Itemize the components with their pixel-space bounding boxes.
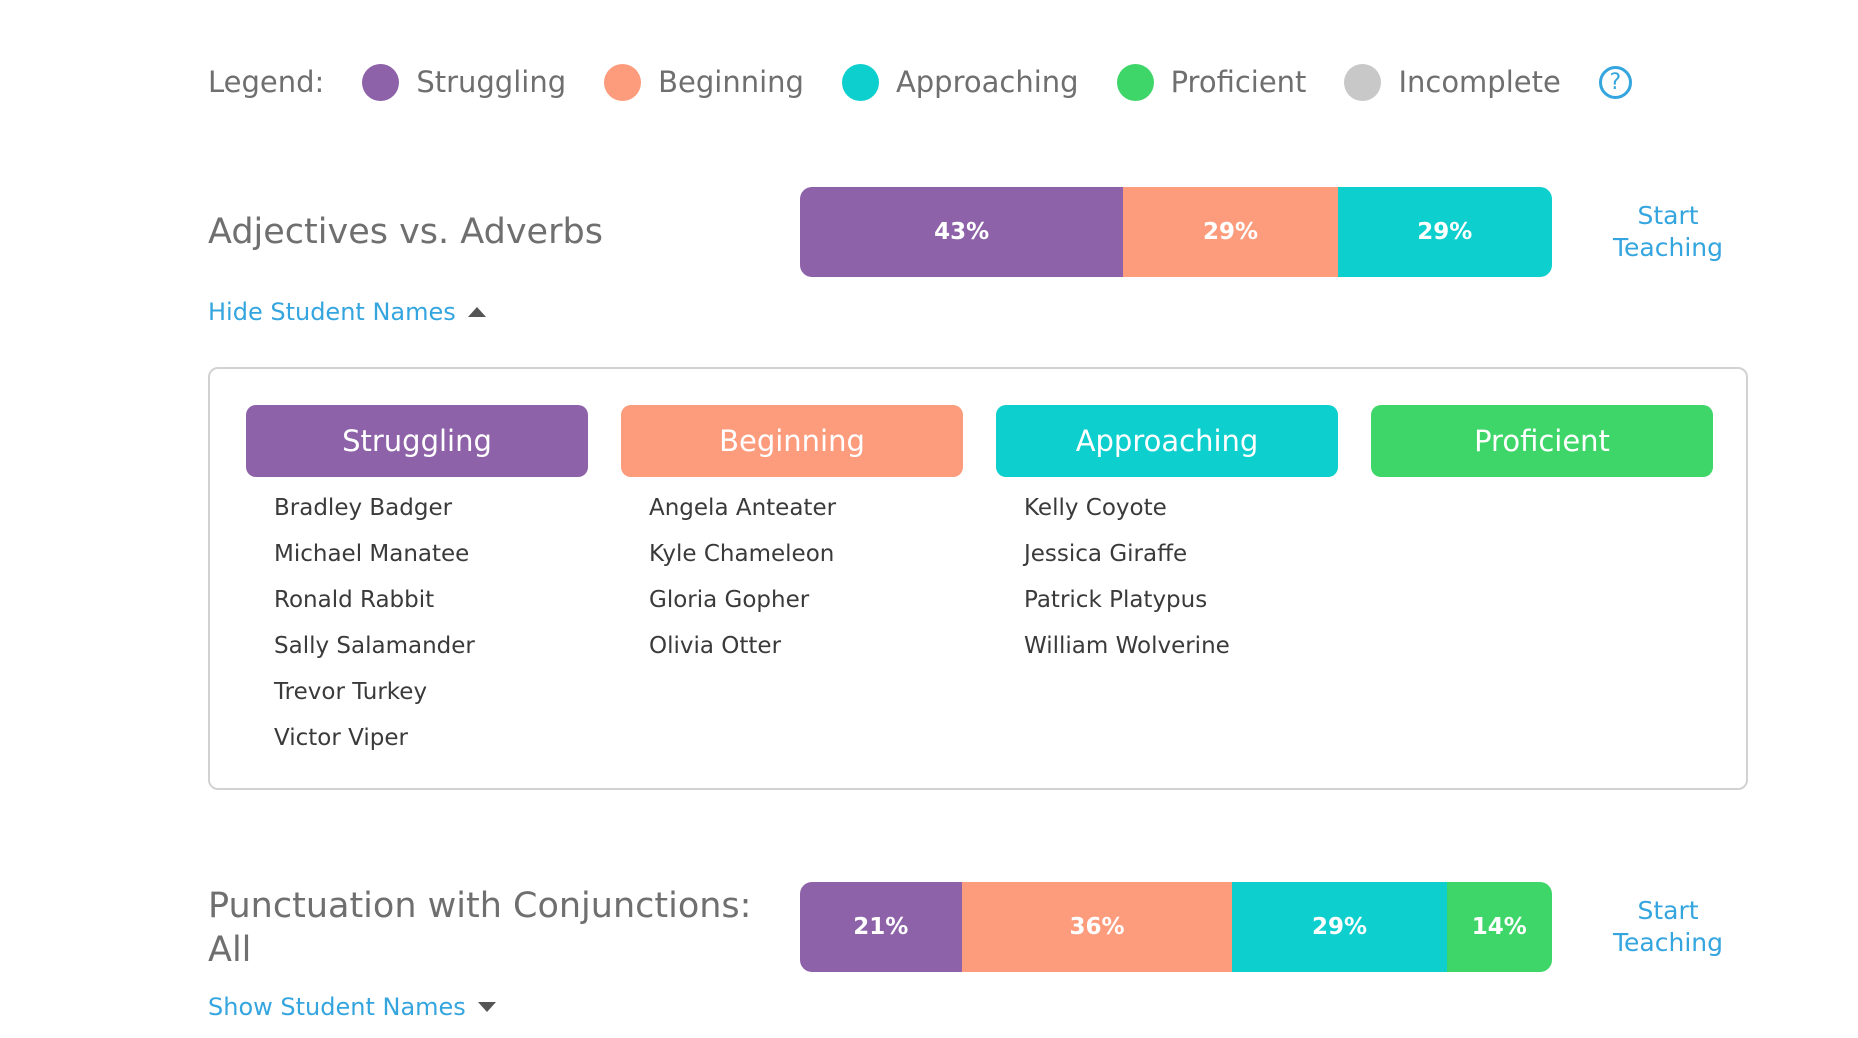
bar-segment-proficient[interactable]: 14% bbox=[1446, 882, 1552, 972]
start-teaching-label-2: Teaching bbox=[1613, 233, 1723, 262]
bar-segment-struggling[interactable]: 21% bbox=[800, 882, 962, 972]
caret-up-icon bbox=[467, 307, 486, 317]
group-header-proficient: Proficient bbox=[1371, 405, 1713, 477]
group-header-struggling: Struggling bbox=[246, 405, 588, 477]
student-name[interactable]: Jessica Giraffe bbox=[1024, 541, 1188, 567]
group-column-beginning: Beginning Angela Anteater Kyle Chameleon… bbox=[621, 405, 963, 675]
start-teaching-link[interactable]: Start Teaching bbox=[1598, 895, 1738, 959]
group-column-proficient: Proficient bbox=[1371, 405, 1713, 491]
toggle-label: Hide Student Names bbox=[208, 298, 456, 326]
legend-item-label: Proficient bbox=[1170, 65, 1307, 99]
group-header-beginning: Beginning bbox=[621, 405, 963, 477]
student-name[interactable]: Gloria Gopher bbox=[649, 587, 810, 613]
start-teaching-label-1: Start bbox=[1637, 201, 1699, 230]
start-teaching-link[interactable]: Start Teaching bbox=[1598, 200, 1738, 264]
question-circle-icon[interactable]: ? bbox=[1598, 65, 1632, 99]
bar-segment-approaching[interactable]: 29% bbox=[1232, 882, 1447, 972]
skill-title-text: Adjectives vs. Adverbs bbox=[208, 212, 603, 252]
student-name[interactable]: Trevor Turkey bbox=[274, 679, 428, 705]
bar-segment-beginning[interactable]: 36% bbox=[961, 882, 1233, 972]
incomplete-dot-icon bbox=[1344, 63, 1382, 101]
legend: Legend: Struggling Beginning Approaching… bbox=[208, 60, 1632, 104]
legend-item-struggling: Struggling bbox=[362, 63, 567, 101]
legend-item-beginning: Beginning bbox=[604, 63, 804, 101]
student-name[interactable]: Kyle Chameleon bbox=[649, 541, 835, 567]
legend-item-label: Beginning bbox=[658, 65, 804, 99]
legend-item-label: Incomplete bbox=[1398, 65, 1561, 99]
student-list: Bradley Badger Michael Manatee Ronald Ra… bbox=[274, 491, 588, 767]
group-header-approaching: Approaching bbox=[996, 405, 1338, 477]
student-name[interactable]: Olivia Otter bbox=[649, 633, 782, 659]
skill-title: Punctuation with Conjunctions: All bbox=[208, 884, 751, 972]
bar-segment-struggling[interactable]: 43% bbox=[800, 187, 1124, 277]
start-teaching-label-2: Teaching bbox=[1613, 928, 1723, 957]
skill-title-line-2: All bbox=[208, 930, 252, 970]
student-name[interactable]: Victor Viper bbox=[274, 725, 408, 751]
legend-label: Legend: bbox=[208, 65, 325, 99]
caret-down-icon bbox=[477, 1002, 496, 1012]
student-name[interactable]: Angela Anteater bbox=[649, 495, 837, 521]
student-name[interactable]: Michael Manatee bbox=[274, 541, 470, 567]
approaching-dot-icon bbox=[841, 63, 879, 101]
mastery-bar: 21% 36% 29% 14% bbox=[800, 882, 1552, 972]
student-name[interactable]: William Wolverine bbox=[1024, 633, 1230, 659]
bar-segment-approaching[interactable]: 29% bbox=[1337, 187, 1552, 277]
hide-student-names-toggle[interactable]: Hide Student Names bbox=[208, 298, 486, 326]
group-column-approaching: Approaching Kelly Coyote Jessica Giraffe… bbox=[996, 405, 1338, 675]
bar-segment-beginning[interactable]: 29% bbox=[1123, 187, 1338, 277]
skill-title-line-1: Punctuation with Conjunctions: bbox=[208, 886, 752, 926]
legend-item-incomplete: Incomplete bbox=[1344, 63, 1561, 101]
legend-item-proficient: Proficient bbox=[1116, 63, 1307, 101]
toggle-label: Show Student Names bbox=[208, 993, 466, 1021]
proficient-dot-icon bbox=[1116, 63, 1154, 101]
student-name[interactable]: Kelly Coyote bbox=[1024, 495, 1167, 521]
mastery-bar: 43% 29% 29% bbox=[800, 187, 1552, 277]
beginning-dot-icon bbox=[604, 63, 642, 101]
legend-item-label: Struggling bbox=[416, 65, 567, 99]
start-teaching-label-1: Start bbox=[1637, 896, 1699, 925]
student-names-panel: Struggling Bradley Badger Michael Manate… bbox=[208, 367, 1748, 790]
student-name[interactable]: Ronald Rabbit bbox=[274, 587, 435, 613]
legend-item-approaching: Approaching bbox=[841, 63, 1079, 101]
group-column-struggling: Struggling Bradley Badger Michael Manate… bbox=[246, 405, 588, 767]
student-list: Angela Anteater Kyle Chameleon Gloria Go… bbox=[649, 491, 963, 675]
student-name[interactable]: Bradley Badger bbox=[274, 495, 453, 521]
student-name[interactable]: Patrick Platypus bbox=[1024, 587, 1208, 613]
show-student-names-toggle[interactable]: Show Student Names bbox=[208, 993, 496, 1021]
student-name[interactable]: Sally Salamander bbox=[274, 633, 475, 659]
struggling-dot-icon bbox=[362, 63, 400, 101]
skill-title: Adjectives vs. Adverbs bbox=[208, 210, 603, 254]
legend-item-label: Approaching bbox=[895, 65, 1079, 99]
student-list: Kelly Coyote Jessica Giraffe Patrick Pla… bbox=[1024, 491, 1338, 675]
